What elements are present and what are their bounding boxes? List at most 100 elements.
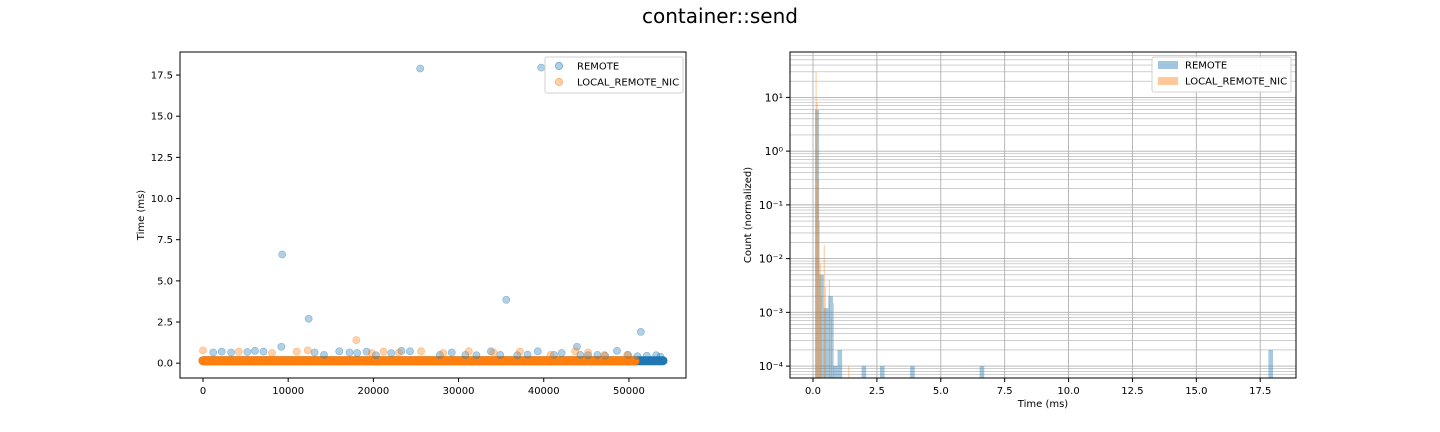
- scatter-point: [416, 64, 425, 73]
- y-tick-label: 10¹: [765, 91, 783, 104]
- legend-label: REMOTE: [577, 62, 619, 73]
- scatter-point: [352, 336, 361, 345]
- histogram-bar: [816, 102, 818, 379]
- histogram-bar: [819, 263, 821, 378]
- scatter-point: [584, 348, 592, 357]
- histogram-bar: [824, 286, 826, 378]
- figure-title: container::send: [642, 4, 798, 28]
- scatter-point: [571, 347, 580, 356]
- legend-box: [1151, 56, 1292, 93]
- histogram-bar: [979, 366, 985, 378]
- y-axis-label: Count (normalized): [743, 167, 754, 263]
- y-tick-label: 0.0: [157, 359, 173, 370]
- scatter-point: [600, 351, 609, 359]
- x-tick-label: 2.5: [869, 386, 885, 397]
- x-tick-label: 40000: [528, 386, 560, 397]
- x-tick-label: 0.0: [805, 386, 821, 397]
- scatter-point: [278, 250, 287, 259]
- x-tick-label: 10.0: [1057, 386, 1079, 397]
- histogram-bar: [879, 366, 885, 378]
- scatter-point: [642, 351, 651, 360]
- y-tick-label: 10⁰: [765, 145, 784, 158]
- x-axis-label: Time (ms): [1017, 399, 1069, 410]
- scatter-point: [227, 348, 236, 357]
- x-tick-label: 50000: [613, 386, 645, 397]
- scatter-point: [251, 346, 259, 355]
- scatter-point: [335, 347, 344, 356]
- histogram-bar: [817, 179, 819, 378]
- scatter-point: [557, 349, 566, 357]
- scatter-point: [435, 351, 444, 359]
- scatter-point: [461, 351, 470, 359]
- histogram-axes-frame: [789, 51, 1297, 379]
- scatter-point: [601, 351, 609, 360]
- scatter-point: [353, 349, 362, 357]
- scatter-point: [613, 346, 621, 355]
- histogram-bar: [861, 366, 867, 378]
- histogram-bar: [819, 274, 824, 378]
- y-tick-label: 12.5: [151, 153, 173, 164]
- scatter-point: [584, 351, 592, 360]
- histogram-panel: 0.0 2.5 5.0 7.5 10.0 12.5 15.0 17.5 10⁻⁴ 10⁻³ 10⁻²…: [743, 51, 1297, 410]
- x-tick-label: 7.5: [997, 386, 1013, 397]
- scatter-point: [487, 347, 495, 356]
- scatter-point: [489, 348, 498, 357]
- histogram-bar: [818, 221, 820, 378]
- histogram-bar: [828, 279, 830, 378]
- scatter-point: [243, 348, 252, 356]
- scatter-point: [345, 348, 354, 357]
- scatter-point: [496, 351, 505, 359]
- histogram-bar: [837, 349, 843, 378]
- y-tick-label: 10⁻¹: [759, 199, 783, 212]
- scatter-point: [303, 346, 312, 355]
- legend-label: LOCAL_REMOTE_NIC: [577, 78, 679, 89]
- scatter-point: [533, 347, 542, 356]
- legend-box: [544, 56, 684, 94]
- scatter-point: [395, 348, 403, 357]
- legend-patch: [1158, 61, 1178, 69]
- scatter-point: [372, 351, 380, 360]
- y-tick-label: 10⁻²: [759, 253, 783, 266]
- scatter-point: [199, 346, 207, 355]
- x-tick-label: 15.0: [1185, 386, 1207, 397]
- scatter-point: [268, 349, 276, 357]
- scatter-point: [304, 314, 313, 323]
- scatter-point: [379, 347, 388, 356]
- histogram-legend: REMOTE LOCAL_REMOTE_NIC: [1151, 56, 1292, 93]
- legend-marker: [554, 77, 564, 87]
- scatter-point: [513, 351, 522, 360]
- legend-label: LOCAL_REMOTE_NIC: [1185, 77, 1287, 88]
- scatter-point: [292, 347, 301, 356]
- scatter-point: [576, 351, 585, 359]
- histogram-bar: [815, 71, 817, 379]
- scatter-point: [523, 350, 532, 359]
- scatter-point: [573, 342, 581, 351]
- scatter-point: [593, 351, 602, 359]
- x-tick-label: 30000: [443, 386, 475, 397]
- scatter-point: [367, 349, 376, 357]
- legend-label: REMOTE: [1185, 61, 1227, 72]
- legend-marker: [554, 61, 564, 71]
- histogram-bar: [910, 366, 915, 378]
- scatter-point: [537, 63, 546, 72]
- y-tick-label: 10.0: [151, 194, 173, 205]
- scatter-point: [439, 349, 448, 357]
- scatter-point: [362, 347, 371, 356]
- y-tick-label: 17.5: [151, 71, 173, 82]
- histogram-bar: [815, 110, 820, 378]
- histogram-bar: [832, 366, 838, 378]
- histogram-bar: [848, 366, 850, 378]
- scatter-point: [406, 347, 414, 356]
- scatter-point: [310, 348, 319, 357]
- scatter-point: [502, 295, 511, 304]
- scatter-point: [550, 351, 558, 359]
- x-tick-label: 0: [200, 386, 206, 397]
- scatter-point: [234, 347, 243, 356]
- scatter-point: [472, 351, 481, 360]
- scatter-point: [633, 352, 642, 361]
- y-tick-label: 10⁻⁴: [759, 360, 784, 373]
- scatter-axes-frame: [179, 51, 687, 379]
- scatter-point: [209, 348, 218, 357]
- y-tick-label: 15.0: [151, 112, 173, 123]
- y-tick-label: 2.5: [157, 318, 173, 329]
